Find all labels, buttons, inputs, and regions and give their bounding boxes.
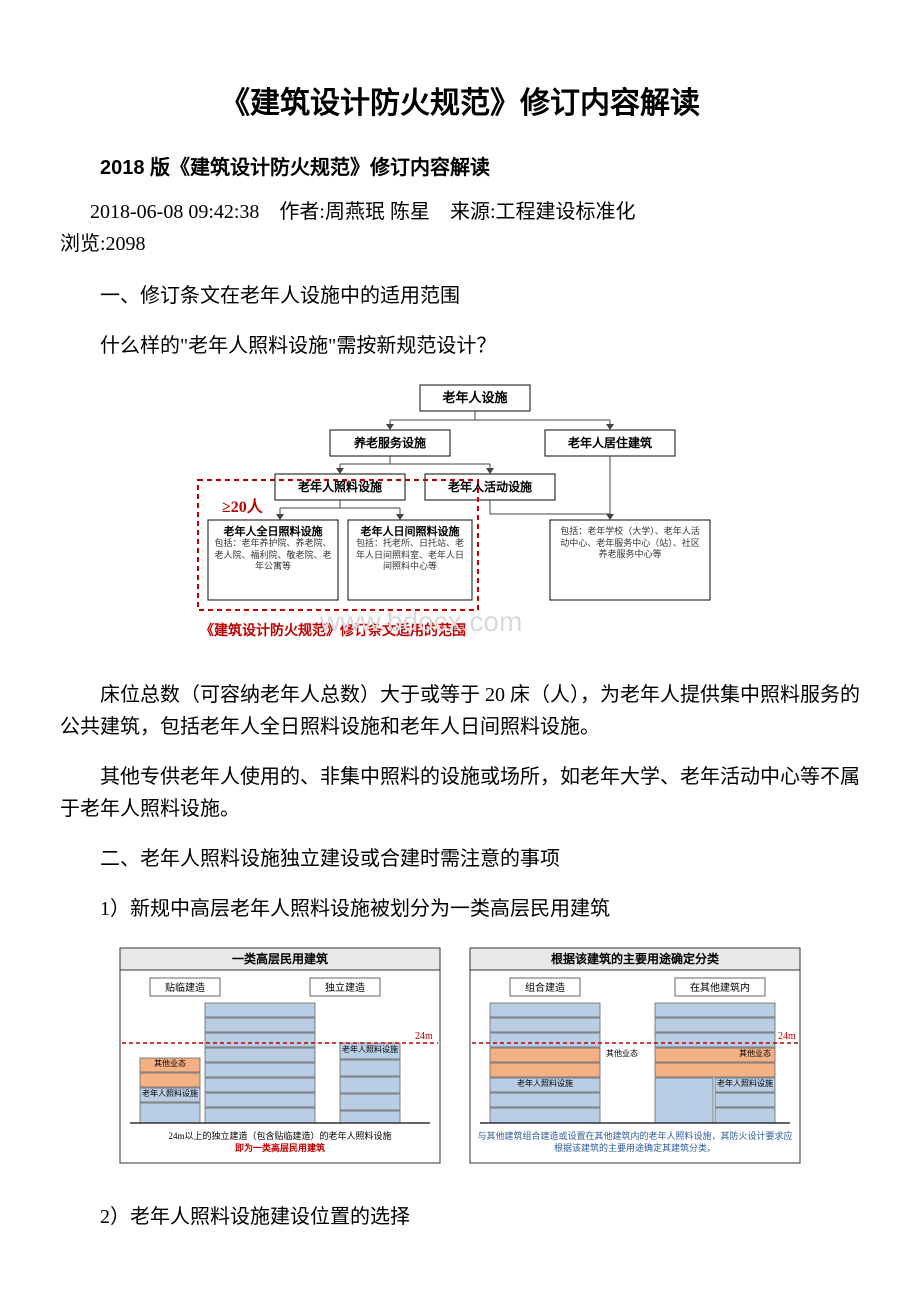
sub-title: 2018 版《建筑设计防火规范》修订内容解读	[60, 152, 860, 184]
section-heading-2: 二、老年人照料设施独立建设或合建时需注意的事项	[60, 843, 860, 875]
svg-text:24m: 24m	[415, 1031, 433, 1042]
svg-text:根据该建筑的主要用途确定分类: 根据该建筑的主要用途确定分类	[551, 951, 720, 966]
meta-line-1: 2018-06-08 09:42:38 作者:周燕珉 陈星 来源:工程建设标准化	[60, 196, 860, 228]
svg-text:在其他建筑内: 在其他建筑内	[690, 981, 750, 994]
svg-text:老年人设施: 老年人设施	[441, 390, 507, 405]
svg-text:24m: 24m	[778, 1031, 796, 1042]
svg-text:《建筑设计防火规范》修订条文适用的范围: 《建筑设计防火规范》修订条文适用的范围	[200, 622, 466, 639]
section-heading-1: 一、修订条文在老年人设施中的适用范围	[60, 280, 860, 312]
para-2: 什么样的"老年人照料设施"需按新规范设计？	[60, 330, 860, 362]
svg-text:老年人照料设施: 老年人照料设施	[298, 479, 382, 494]
svg-text:老年人日间照料设施: 老年人日间照料设施	[360, 524, 460, 538]
para-6: 1）新规中高层老年人照料设施被划分为一类高层民用建筑	[60, 893, 860, 925]
flowchart-svg: 老年人设施 养老服务设施 老年人居住建筑 老年人照料设施 老年人活动设施	[190, 380, 730, 650]
para-7: 2）老年人照料设施建设位置的选择	[60, 1201, 860, 1233]
svg-text:组合建造: 组合建造	[525, 981, 565, 994]
meta-line-2: 浏览:2098	[60, 233, 146, 255]
svg-text:贴临建造: 贴临建造	[165, 981, 205, 994]
svg-text:独立建造: 独立建造	[325, 981, 365, 994]
svg-text:养老服务设施: 养老服务设施	[353, 435, 426, 450]
svg-text:老年人居住建筑: 老年人居住建筑	[568, 435, 652, 450]
meta-block: 2018-06-08 09:42:38 作者:周燕珉 陈星 来源:工程建设标准化…	[60, 196, 860, 260]
svg-text:老年人全日照料设施: 老年人全日照料设施	[223, 524, 323, 538]
figure-1: 老年人设施 养老服务设施 老年人居住建筑 老年人照料设施 老年人活动设施	[60, 380, 860, 659]
building-diagram-svg: 一类高层民用建筑 贴临建造 独立建造 其他业态 老年人照料设施	[110, 943, 810, 1173]
para-3: 床位总数（可容纳老年人总数）大于或等于 20 床（人），为老年人提供集中照料服务…	[60, 679, 860, 743]
figure-2: 一类高层民用建筑 贴临建造 独立建造 其他业态 老年人照料设施	[60, 943, 860, 1182]
svg-text:一类高层民用建筑: 一类高层民用建筑	[232, 951, 328, 966]
svg-text:≥20人: ≥20人	[222, 498, 264, 516]
para-4: 其他专供老年人使用的、非集中照料的设施或场所，如老年大学、老年活动中心等不属于老…	[60, 761, 860, 825]
page-title: 《建筑设计防火规范》修订内容解读	[60, 80, 860, 128]
svg-text:老年人活动设施: 老年人活动设施	[448, 479, 532, 494]
